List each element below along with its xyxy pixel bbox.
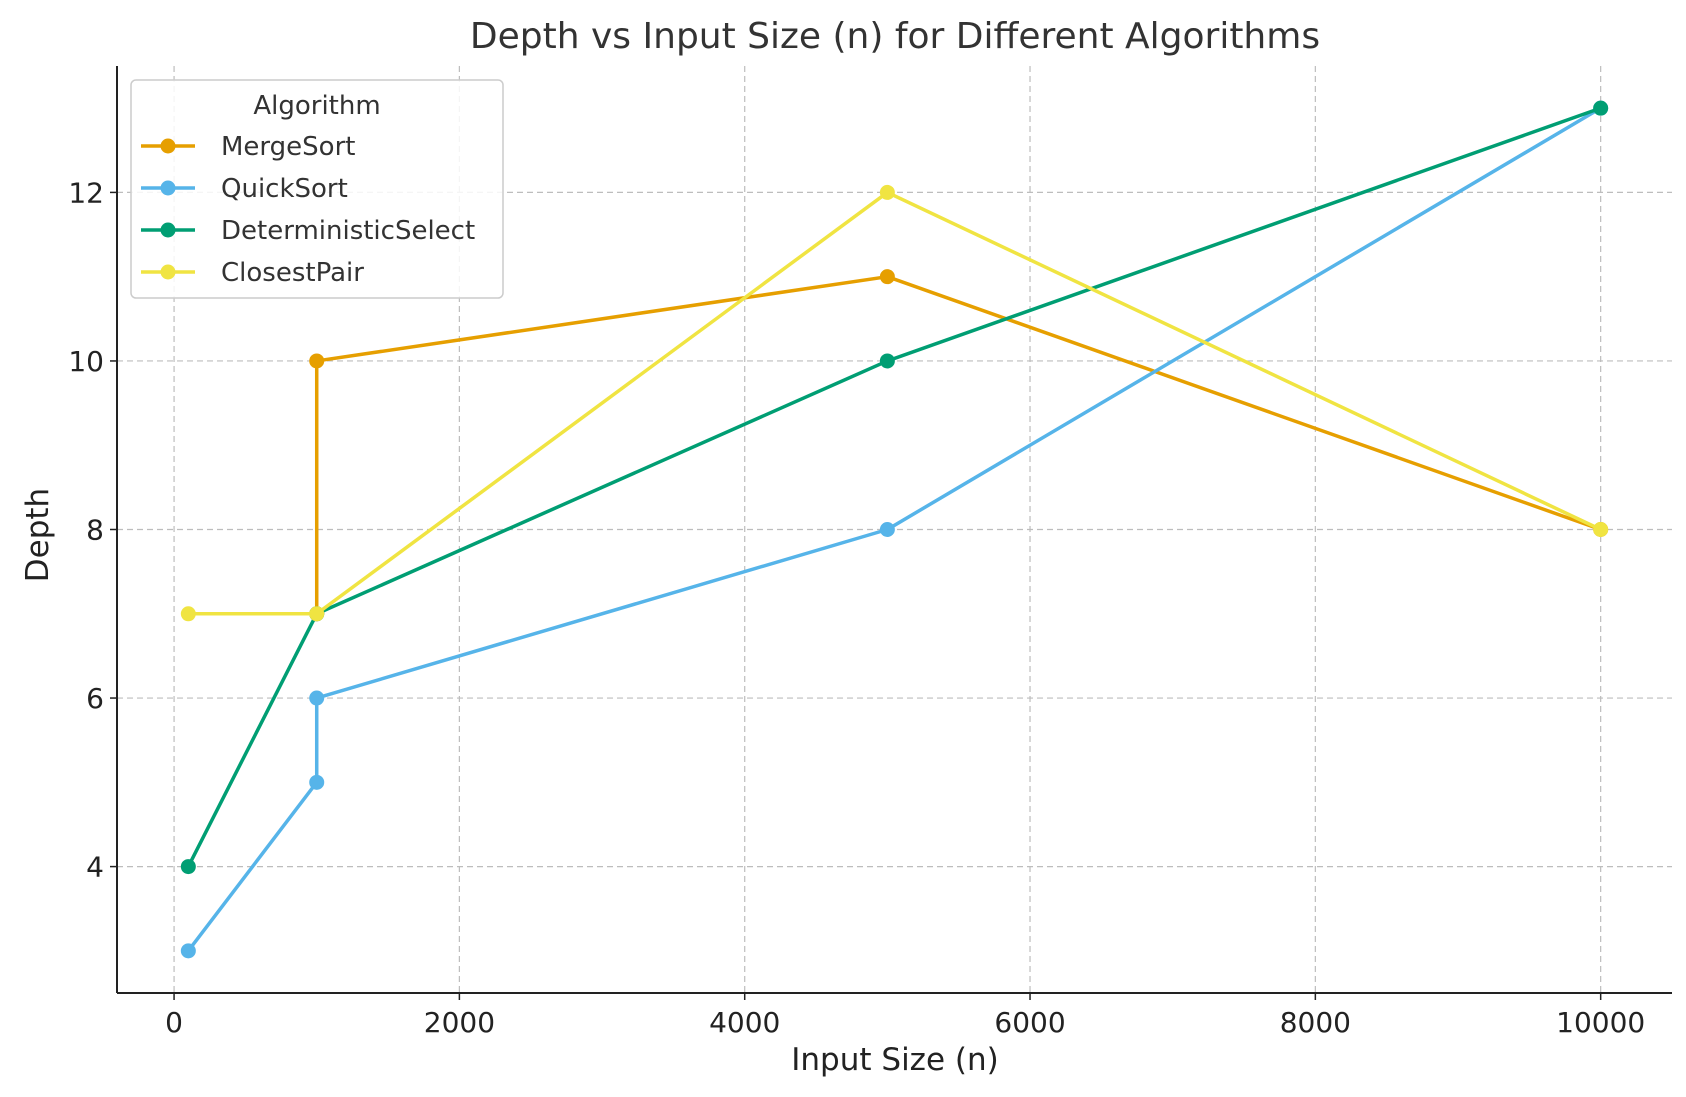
legend-item-quicksort: QuickSort [141, 174, 348, 204]
data-point [309, 606, 325, 622]
y-axis-label: Depth [20, 488, 56, 582]
y-axis-ticks: 4 6 8 10 12 [68, 176, 117, 884]
x-axis-ticks: 0 2000 4000 6000 8000 10000 [165, 993, 1645, 1039]
x-tick-label: 2000 [424, 1006, 495, 1039]
legend-items: MergeSort QuickSort DeterministicSelect Clo… [141, 132, 475, 288]
series-mergesort [309, 269, 1609, 622]
data-point [879, 353, 895, 369]
y-tick-label: 6 [86, 682, 104, 715]
data-point [309, 353, 325, 369]
series-line [314, 274, 1602, 614]
legend-marker [160, 264, 176, 280]
legend-marker [160, 138, 176, 154]
legend-marker [160, 222, 176, 238]
series [180, 100, 1609, 959]
chart-title: Depth vs Input Size (n) for Different Al… [470, 16, 1320, 57]
data-point [879, 184, 895, 200]
data-point [879, 522, 895, 537]
legend-item-closestpair: ClosestPair [141, 258, 364, 288]
legend-marker [160, 180, 176, 196]
x-tick-label: 6000 [994, 1006, 1065, 1039]
legend-item-deterministicselect: DeterministicSelect [141, 216, 475, 246]
legend-box [130, 79, 504, 299]
data-point [180, 859, 196, 875]
legend-item-mergesort: MergeSort [141, 132, 355, 162]
x-tick-label: 0 [165, 1006, 183, 1039]
y-tick-label: 10 [68, 345, 104, 378]
x-tick-label: 4000 [709, 1006, 780, 1039]
x-tick-label: 10000 [1556, 1006, 1645, 1039]
legend: Algorithm MergeSort QuickSort Deterministi… [130, 79, 504, 299]
legend-label: DeterministicSelect [221, 216, 475, 246]
series-line [188, 190, 1602, 616]
data-point [1593, 100, 1609, 116]
series-line [186, 106, 1602, 868]
data-point [879, 269, 895, 285]
data-point [309, 690, 325, 706]
y-tick-label: 12 [68, 176, 104, 209]
legend-title: Algorithm [253, 91, 380, 121]
data-point [1593, 522, 1609, 537]
series-closestpair [180, 184, 1609, 622]
legend-label: MergeSort [221, 132, 355, 162]
legend-label: ClosestPair [221, 258, 364, 288]
x-tick-label: 8000 [1280, 1006, 1351, 1039]
x-axis-label: Input Size (n) [791, 1042, 998, 1078]
data-point [180, 943, 196, 959]
y-tick-label: 4 [86, 851, 104, 884]
y-tick-label: 8 [86, 514, 104, 547]
data-point [180, 606, 196, 622]
legend-label: QuickSort [221, 174, 348, 204]
data-point [309, 774, 325, 790]
